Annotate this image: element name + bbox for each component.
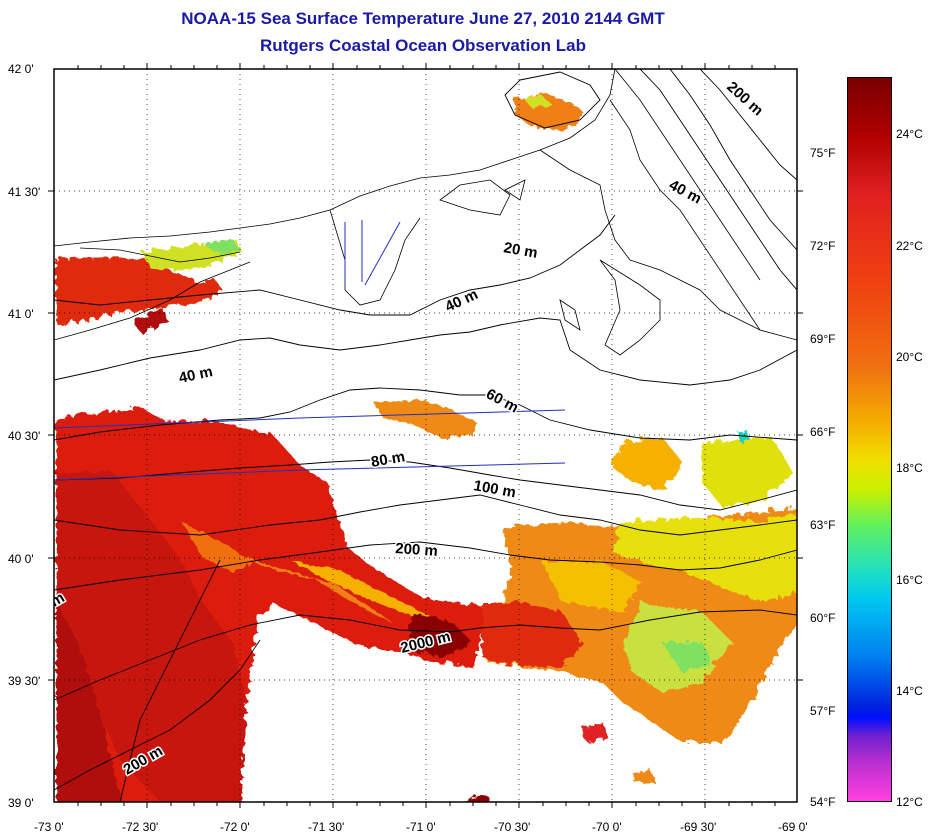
celsius-label: 12°C bbox=[896, 795, 923, 809]
lat-label: 40 30' bbox=[8, 429, 41, 443]
lat-label: 39 0' bbox=[8, 796, 34, 810]
lon-label: -71 0' bbox=[406, 820, 436, 834]
lon-label: -72 0' bbox=[220, 820, 250, 834]
contour-label: 200 m bbox=[723, 78, 766, 119]
frame-ticks bbox=[48, 63, 803, 808]
lat-label: 39 30' bbox=[8, 674, 41, 688]
celsius-label: 20°C bbox=[896, 350, 923, 364]
contour-label: 100 m bbox=[472, 477, 517, 501]
lat-label: 40 0' bbox=[8, 552, 34, 566]
lon-label: -69 30' bbox=[680, 820, 717, 834]
fahrenheit-label: 66°F bbox=[810, 425, 836, 439]
celsius-label: 16°C bbox=[896, 573, 923, 587]
lon-label: -72 30' bbox=[122, 820, 159, 834]
fahrenheit-label: 54°F bbox=[810, 795, 836, 809]
contour-label: 40 m bbox=[177, 363, 214, 387]
fahrenheit-label: 57°F bbox=[810, 704, 836, 718]
celsius-label: 14°C bbox=[896, 684, 923, 698]
fahrenheit-label: 69°F bbox=[810, 332, 836, 346]
temperature-colorbar bbox=[847, 77, 892, 802]
lon-label: -70 30' bbox=[494, 820, 531, 834]
celsius-label: 18°C bbox=[896, 461, 923, 475]
map-subtitle: Rutgers Coastal Ocean Observation Lab bbox=[260, 36, 586, 55]
graticule bbox=[54, 69, 797, 802]
celsius-label: 22°C bbox=[896, 239, 923, 253]
lon-label: -69 0' bbox=[778, 820, 808, 834]
lat-label: 41 30' bbox=[8, 185, 41, 199]
bathymetry-contours bbox=[54, 69, 797, 802]
map-title: NOAA-15 Sea Surface Temperature June 27,… bbox=[181, 9, 665, 28]
lat-label: 41 0' bbox=[8, 307, 34, 321]
fahrenheit-label: 72°F bbox=[810, 239, 836, 253]
lon-label: -73 0' bbox=[34, 820, 64, 834]
contour-label: 40 m bbox=[666, 177, 704, 208]
fahrenheit-label: 60°F bbox=[810, 611, 836, 625]
fahrenheit-label: 63°F bbox=[810, 518, 836, 532]
lon-label: -71 30' bbox=[308, 820, 345, 834]
lon-label: -70 0' bbox=[592, 820, 622, 834]
track-lines bbox=[54, 220, 566, 481]
contour-label: 20 m bbox=[502, 239, 539, 262]
contour-label: 200 m bbox=[395, 540, 439, 560]
fahrenheit-label: 75°F bbox=[810, 146, 836, 160]
contour-label: 40 m bbox=[443, 286, 481, 316]
lat-label: 42 0' bbox=[8, 62, 34, 76]
coastline bbox=[54, 69, 797, 356]
celsius-label: 24°C bbox=[896, 127, 923, 141]
